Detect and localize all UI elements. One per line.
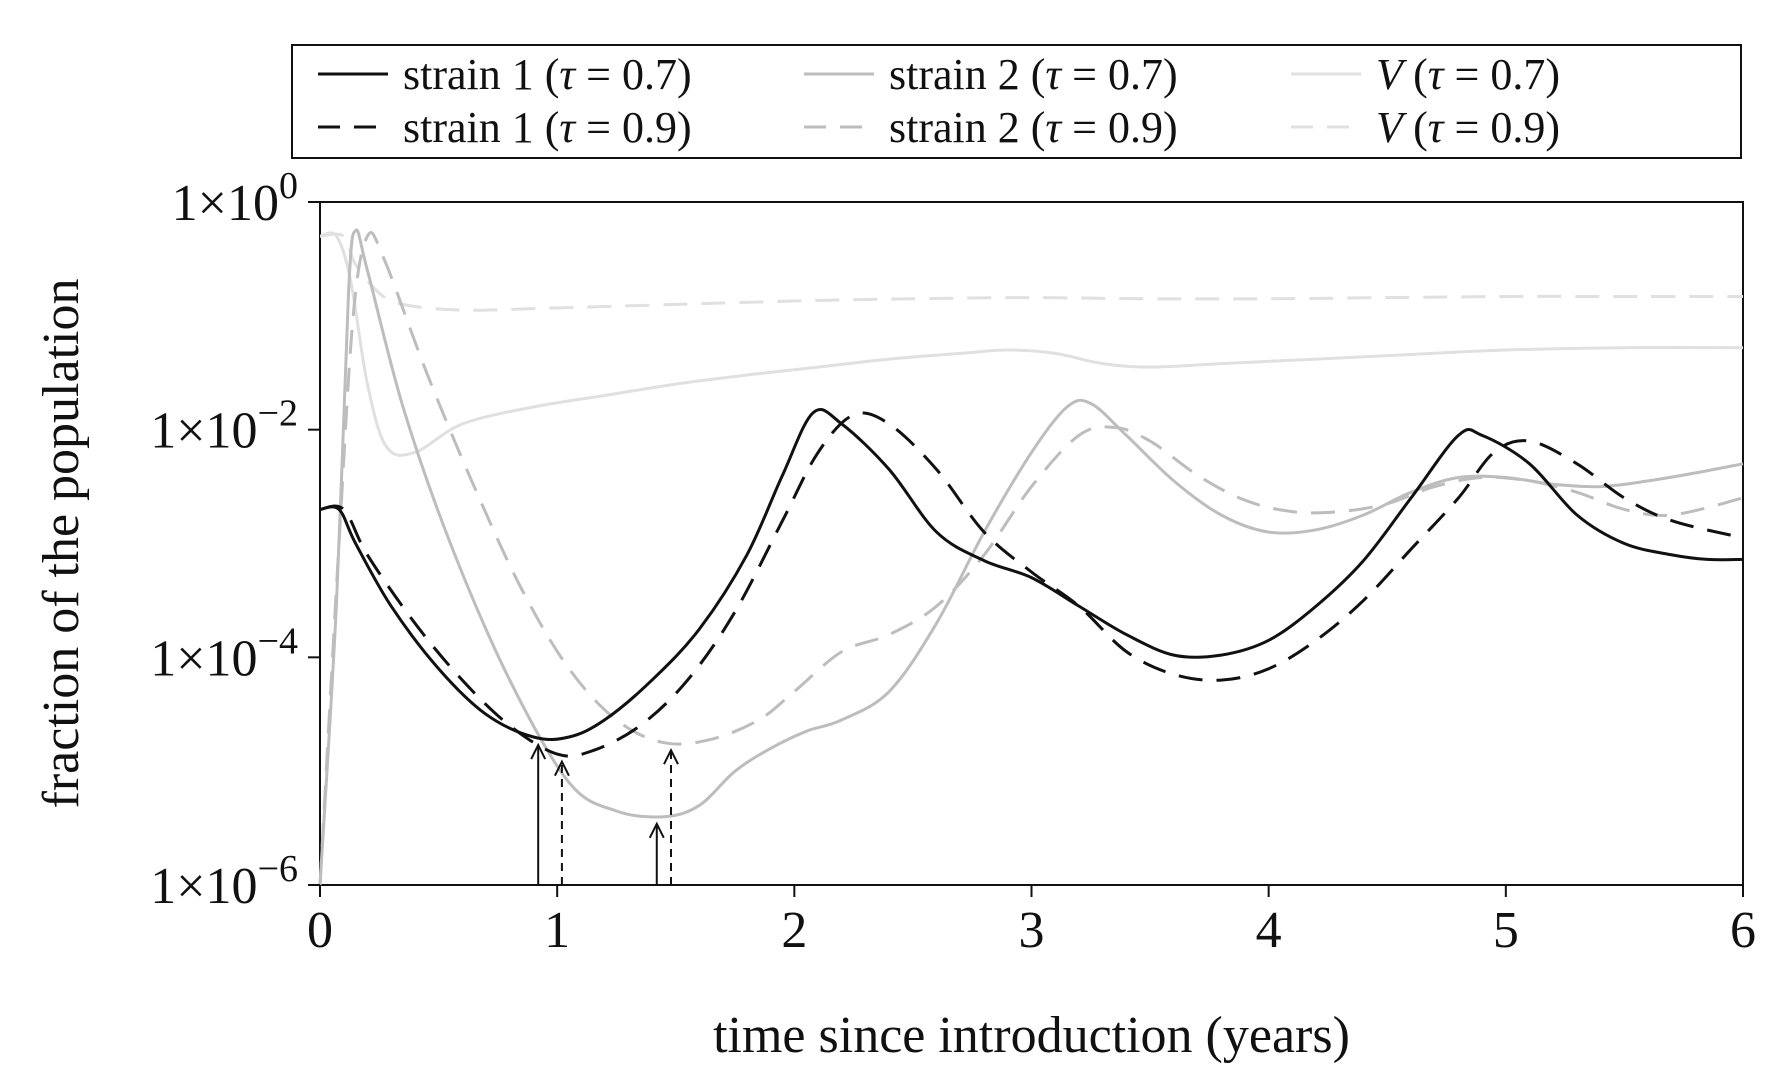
minimum-arrow-3 bbox=[648, 821, 665, 885]
series-line-v_07 bbox=[319, 231, 1744, 457]
y-axis-title: fraction of the population bbox=[33, 279, 90, 809]
series-layer bbox=[318, 228, 1744, 886]
x-tick-label: 3 bbox=[1019, 902, 1045, 959]
legend-entry-v_09: V (τ = 0.9) bbox=[1291, 103, 1560, 152]
legend-box bbox=[291, 44, 1742, 159]
series-line-v_09 bbox=[319, 232, 1743, 312]
x-tick-label: 6 bbox=[1730, 902, 1756, 959]
x-tick-label: 0 bbox=[307, 902, 333, 959]
legend-label: strain 2 (τ = 0.9) bbox=[889, 103, 1178, 152]
y-tick-label: 1×10−2 bbox=[150, 393, 298, 460]
x-tick-label: 2 bbox=[781, 902, 807, 959]
y-tick-label: 1×10−6 bbox=[150, 848, 298, 915]
x-tick-label: 1 bbox=[544, 902, 570, 959]
minimum-arrow-4 bbox=[663, 747, 679, 885]
x-axis-title: time since introduction (years) bbox=[713, 1007, 1350, 1064]
legend-entry-s1_07: strain 1 (τ = 0.7) bbox=[318, 50, 692, 99]
series-line-s2_09 bbox=[318, 231, 1744, 886]
legend-entry-s1_09: strain 1 (τ = 0.9) bbox=[318, 103, 692, 152]
legend-entry-s2_09: strain 2 (τ = 0.9) bbox=[804, 103, 1178, 152]
y-axis: 1×100 1×10−2 1×10−4 1×10−6 bbox=[150, 165, 320, 915]
legend-label: V (τ = 0.7) bbox=[1376, 50, 1560, 99]
minimum-arrow-2 bbox=[554, 759, 570, 885]
annotation-layer bbox=[530, 742, 679, 885]
legend-entry-s2_07: strain 2 (τ = 0.7) bbox=[804, 50, 1178, 99]
x-tick-label: 5 bbox=[1493, 902, 1519, 959]
legend: strain 1 (τ = 0.7) strain 2 (τ = 0.7) V (τ… bbox=[291, 44, 1742, 159]
legend-label: strain 1 (τ = 0.9) bbox=[403, 103, 692, 152]
y-tick-label: 1×100 bbox=[172, 165, 298, 232]
legend-label: V (τ = 0.9) bbox=[1376, 103, 1560, 152]
plot-frame bbox=[319, 201, 1744, 886]
x-tick-label: 4 bbox=[1256, 902, 1282, 959]
series-line-s1_07 bbox=[319, 407, 1744, 742]
legend-label: strain 2 (τ = 0.7) bbox=[889, 50, 1178, 99]
series-line-s2_07 bbox=[318, 228, 1744, 886]
legend-entry-v_07: V (τ = 0.7) bbox=[1291, 50, 1560, 99]
y-tick-label: 1×10−4 bbox=[150, 620, 298, 687]
x-axis: 0 1 2 3 4 5 6 bbox=[307, 885, 1756, 959]
minimum-arrow-1 bbox=[530, 742, 547, 885]
legend-label: strain 1 (τ = 0.7) bbox=[403, 50, 692, 99]
